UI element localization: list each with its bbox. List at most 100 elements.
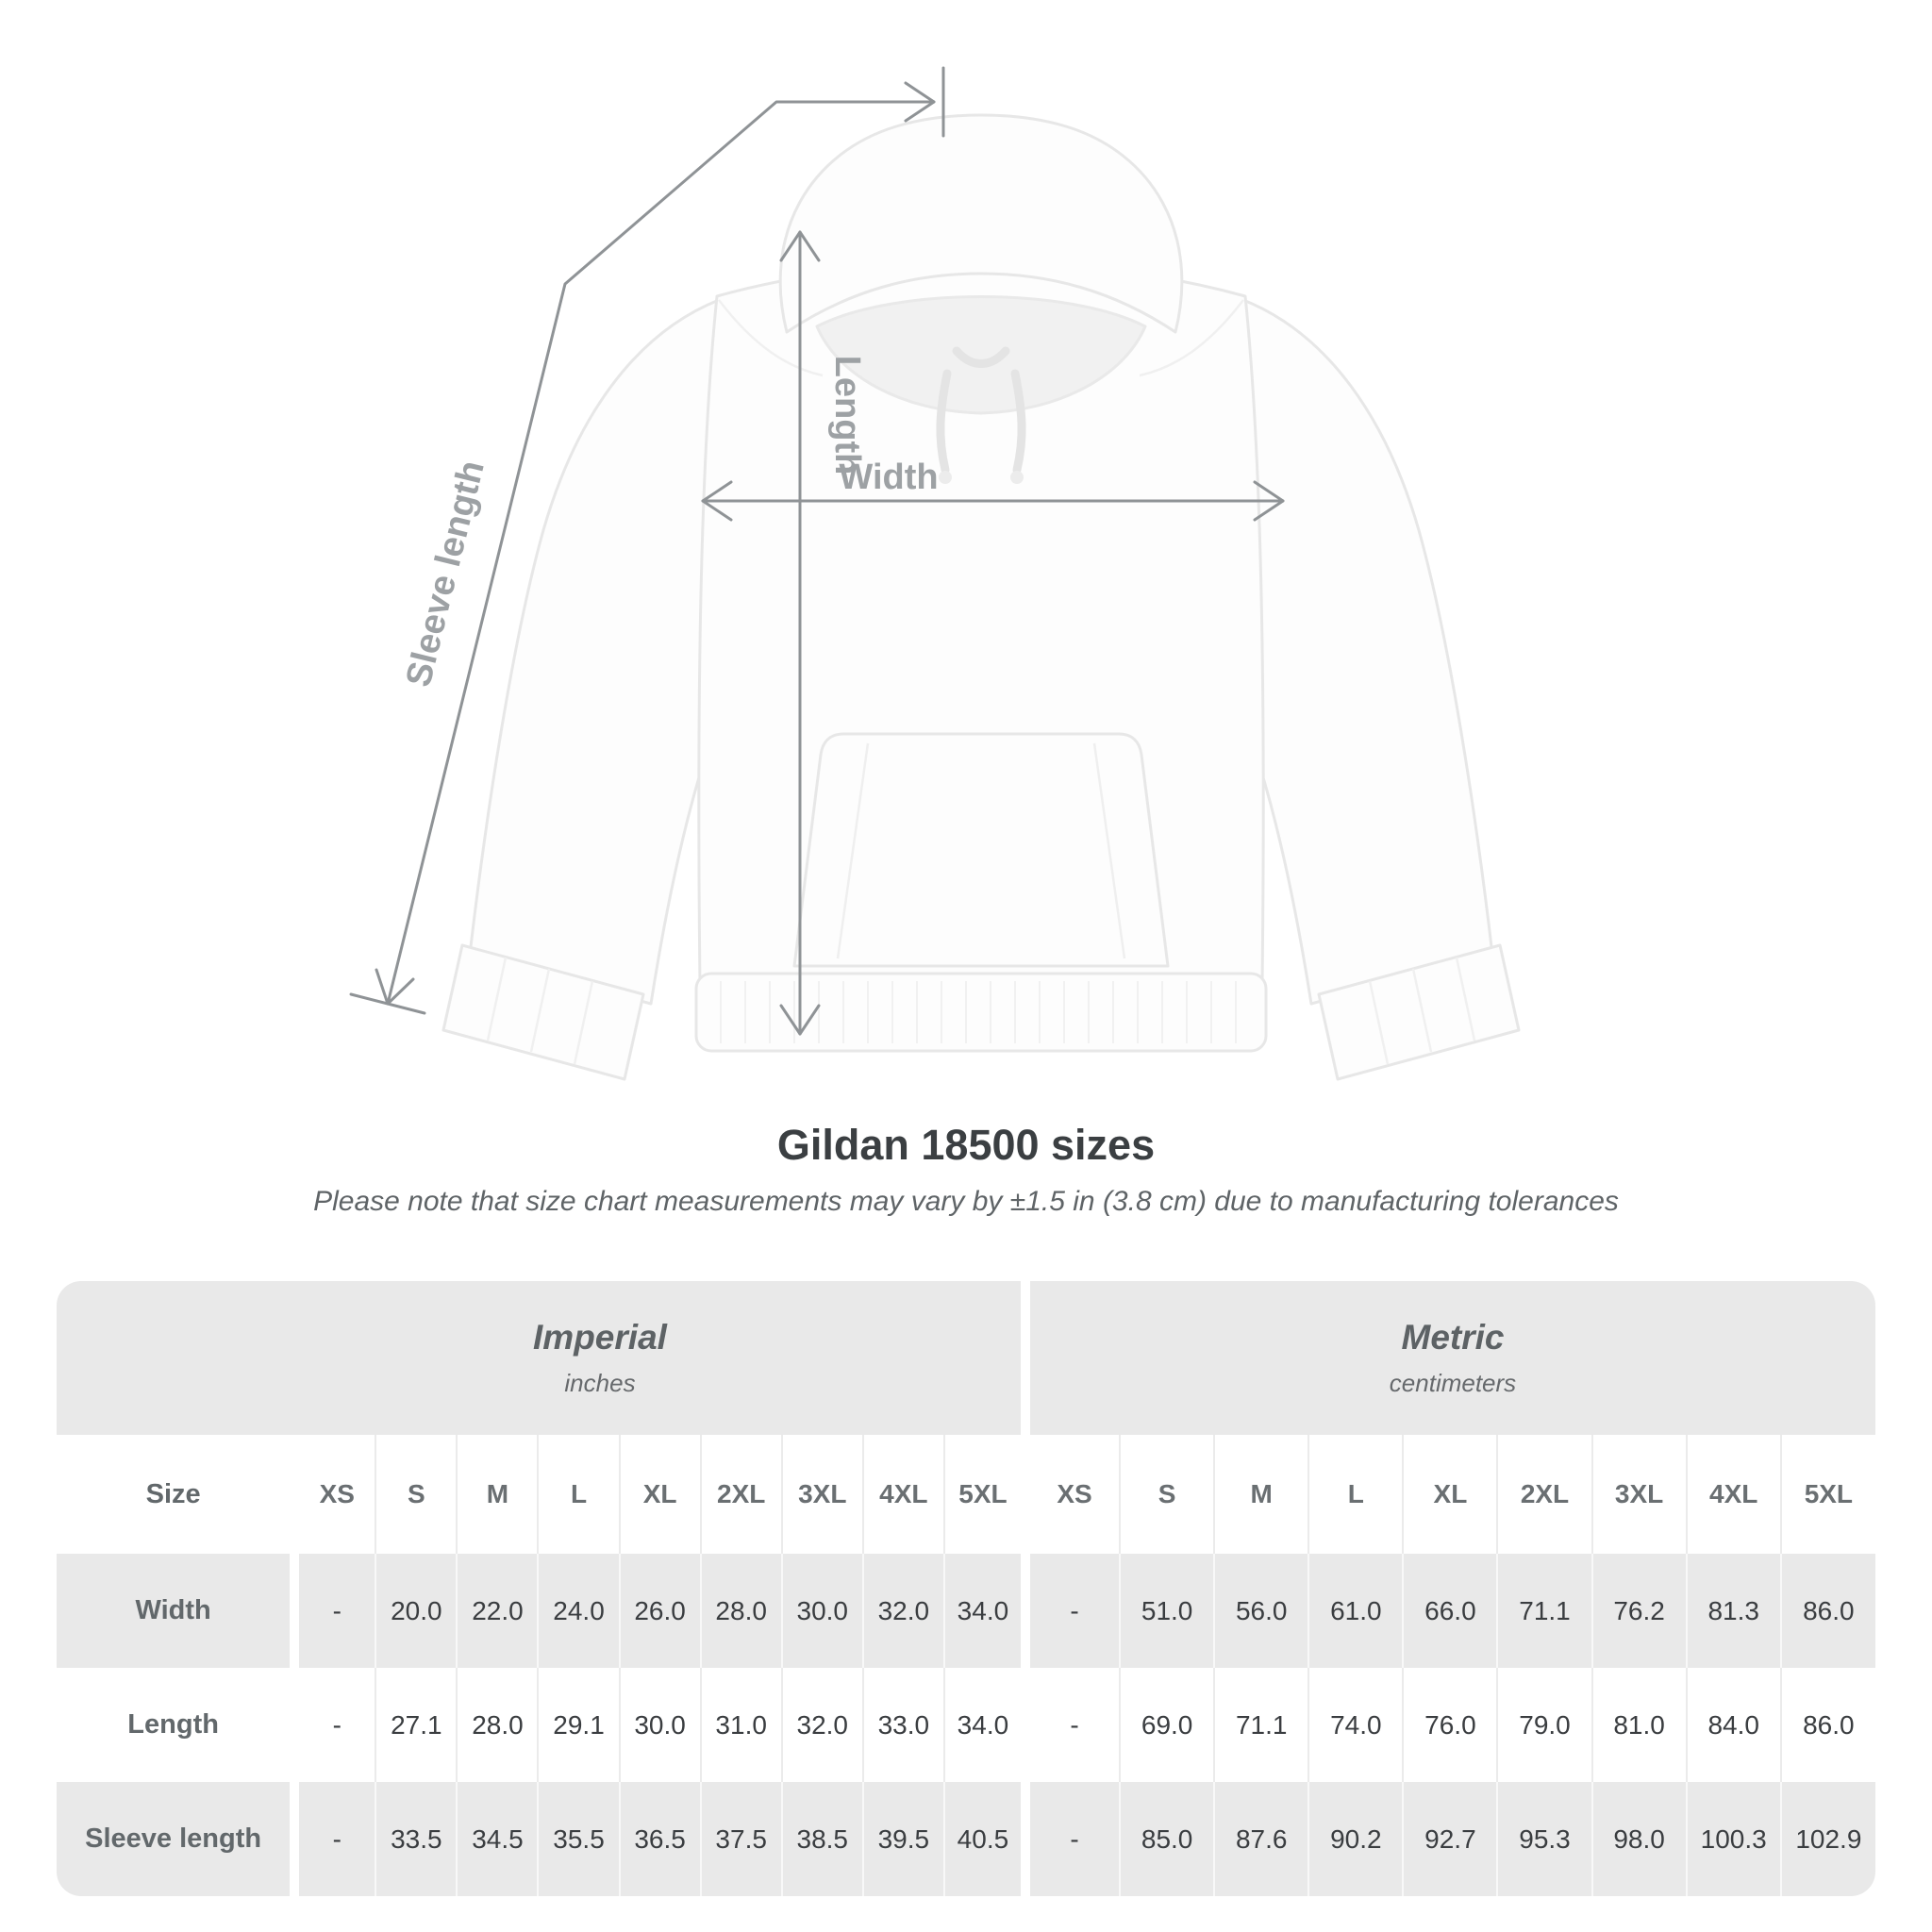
value-cell: 86.0 [1779,1668,1875,1782]
value-cell: 24.0 [537,1554,620,1668]
left-cuff-ribs [486,957,594,1065]
unit-group-header-row: Imperial inches Metric centimeters [57,1281,1875,1435]
value-cell: 39.5 [861,1782,944,1896]
row-label: Sleeve length [57,1782,295,1896]
value-cell: 90.2 [1307,1782,1404,1896]
value-cell: 30.0 [780,1554,863,1668]
sleeve-length-dimension-arrow [349,66,945,1015]
right-cuff-ribs [1368,957,1476,1065]
size-header: XL [618,1435,701,1554]
size-header: M [1213,1435,1309,1554]
value-cell: 26.0 [618,1554,701,1668]
value-cell: 98.0 [1591,1782,1687,1896]
left-cuff [441,943,645,1081]
metric-group-unit: centimeters [1389,1369,1517,1397]
hoodie-garment [441,113,1521,1081]
length-row: Length - 27.1 28.0 29.1 30.0 31.0 32.0 3… [57,1668,1875,1782]
value-cell: 56.0 [1213,1554,1309,1668]
value-cell: 102.9 [1779,1782,1875,1896]
value-cell: 85.0 [1119,1782,1215,1896]
value-cell: 51.0 [1119,1554,1215,1668]
shoulder-seams [718,299,1244,377]
size-header: S [375,1435,458,1554]
drawstring-tip-right [1010,471,1024,484]
tolerance-note: Please note that size chart measurements… [313,1186,1619,1217]
value-cell: 81.0 [1591,1668,1687,1782]
row-label: Width [57,1554,295,1668]
value-cell: 84.0 [1685,1668,1781,1782]
imperial-group-header: Imperial inches [57,1281,1025,1435]
value-cell: 76.0 [1402,1668,1498,1782]
size-header: 4XL [1685,1435,1781,1554]
size-header: 3XL [780,1435,863,1554]
value-cell: - [290,1554,376,1668]
imperial-group-name: Imperial [533,1318,667,1357]
size-header: XL [1402,1435,1498,1554]
hoodie-measurement-diagram: Length Width Sleeve length [349,66,1521,1081]
row-label: Length [57,1668,295,1782]
value-cell: 87.6 [1213,1782,1309,1896]
imperial-group-unit: inches [564,1369,636,1397]
size-header: 3XL [1591,1435,1687,1554]
drawstrings [936,346,1026,475]
value-cell: 32.0 [861,1554,944,1668]
value-cell: 28.0 [699,1554,782,1668]
size-header: 4XL [861,1435,944,1554]
value-cell: 92.7 [1402,1782,1498,1896]
size-header: XS [1020,1435,1121,1554]
value-cell: - [1020,1554,1121,1668]
size-header: S [1119,1435,1215,1554]
width-row: Width - 20.0 22.0 24.0 26.0 28.0 30.0 32… [57,1554,1875,1668]
value-cell: 28.0 [456,1668,539,1782]
length-dimension-arrow [779,230,821,1036]
value-cell: - [1020,1668,1121,1782]
value-cell: 76.2 [1591,1554,1687,1668]
value-cell: 34.0 [942,1668,1025,1782]
hood-opening [815,295,1147,415]
caption-block: Gildan 18500 sizes Please note that size… [0,1121,1932,1219]
value-cell: 79.0 [1496,1668,1592,1782]
width-label: Width [839,458,938,497]
value-cell: 74.0 [1307,1668,1404,1782]
drawstring-tip-left [939,471,952,484]
value-cell: 38.5 [780,1782,863,1896]
size-table: Imperial inches Metric centimeters Size … [57,1281,1875,1896]
value-cell: 37.5 [699,1782,782,1896]
hem-band [694,972,1268,1053]
value-cell: - [1020,1782,1121,1896]
value-cell: 69.0 [1119,1668,1215,1782]
page-title: Gildan 18500 sizes [776,1121,1156,1169]
hood [778,113,1184,334]
sleeve-length-label: Sleeve length [399,457,492,691]
size-header: L [1307,1435,1404,1554]
value-cell: 27.1 [375,1668,458,1782]
value-cell: 95.3 [1496,1782,1592,1896]
value-cell: 36.5 [618,1782,701,1896]
value-cell: 81.3 [1685,1554,1781,1668]
value-cell: 34.5 [456,1782,539,1896]
size-table-card: Imperial inches Metric centimeters Size … [57,1281,1875,1896]
value-cell: 40.5 [942,1782,1025,1896]
size-header: 2XL [699,1435,782,1554]
value-cell: 71.1 [1213,1668,1309,1782]
size-header: 2XL [1496,1435,1592,1554]
value-cell: 30.0 [618,1668,701,1782]
size-header: XS [290,1435,376,1554]
hem-ribs [720,981,1237,1043]
value-cell: 66.0 [1402,1554,1498,1668]
value-cell: 61.0 [1307,1554,1404,1668]
value-cell: 32.0 [780,1668,863,1782]
value-cell: 34.0 [942,1554,1025,1668]
value-cell: 20.0 [375,1554,458,1668]
length-label: Length [827,356,867,475]
metric-group-header: Metric centimeters [1020,1281,1875,1435]
value-cell: 29.1 [537,1668,620,1782]
value-cell: 22.0 [456,1554,539,1668]
value-cell: 100.3 [1685,1782,1781,1896]
size-column-title: Size [57,1435,295,1554]
value-cell: 35.5 [537,1782,620,1896]
size-header: M [456,1435,539,1554]
value-cell: - [290,1782,376,1896]
right-cuff [1317,943,1521,1081]
